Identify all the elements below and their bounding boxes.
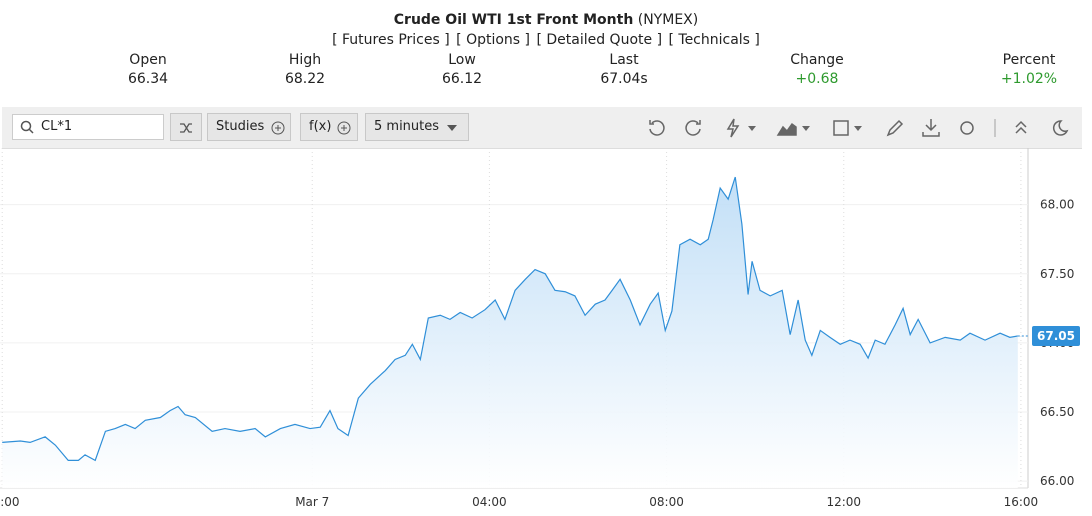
x-tick-label: 08:00 <box>649 495 684 509</box>
draw-icon[interactable] <box>886 119 904 137</box>
dropdown-arrow <box>748 126 756 131</box>
quote-label: Change <box>790 52 844 68</box>
quote-value: 66.34 <box>127 71 169 87</box>
x-tick-label: 12:00 <box>826 495 861 509</box>
download-icon[interactable] <box>922 119 940 137</box>
quote-value: +0.68 <box>795 71 839 87</box>
quote-label: Percent <box>1002 52 1056 68</box>
title: Crude Oil WTI 1st Front Month (NYMEX) <box>0 12 1092 28</box>
nav-link[interactable]: [ Detailed Quote ] <box>536 32 663 48</box>
last-price-label: 67.05 <box>1037 329 1075 343</box>
collapse-icon[interactable] <box>1015 120 1027 134</box>
chart-type-icon[interactable] <box>776 122 797 136</box>
plus-icon <box>271 121 285 135</box>
quote-cell: Open 66.34 <box>88 51 208 89</box>
dropdown-arrow <box>447 125 457 131</box>
quote-label: Last <box>609 52 639 68</box>
fx-button[interactable]: f(x) <box>300 113 359 141</box>
quote-label: Open <box>129 52 167 68</box>
shuffle-icon <box>180 123 192 133</box>
chart-toolbar: CL*1 Studies f(x) 5 minutes <box>2 107 1082 149</box>
plus-icon <box>337 121 351 135</box>
area-fill <box>2 177 1018 488</box>
compare-button[interactable] <box>170 113 202 141</box>
search-icon <box>20 120 34 134</box>
last-price-tag <box>1032 325 1080 346</box>
quote-cell: Change +0.68 <box>757 51 877 89</box>
nav-link[interactable]: [ Options ] <box>456 32 530 48</box>
nav-link[interactable]: [ Technicals ] <box>668 32 760 48</box>
y-tick-label: 66.00 <box>1040 474 1074 488</box>
quote-value: 66.12 <box>441 71 483 87</box>
flash-icon[interactable] <box>726 118 740 138</box>
symbol-input[interactable]: CL*1 <box>12 114 164 140</box>
redo-icon[interactable] <box>685 120 701 136</box>
exchange: (NYMEX) <box>637 12 699 28</box>
quote-cell: Last 67.04s <box>564 51 684 89</box>
y-tick-label: 67.50 <box>1040 267 1074 281</box>
instrument-name: Crude Oil WTI 1st Front Month <box>393 12 634 28</box>
quote-cell: High 68.22 <box>245 51 365 89</box>
layout-icon[interactable] <box>833 120 849 136</box>
nav-links: [ Futures Prices ] [ Options ] [ Detaile… <box>0 32 1092 48</box>
price-line <box>2 176 1018 462</box>
x-tick-label: 16:00 <box>1004 495 1039 509</box>
quote-value: 67.04s <box>600 71 648 87</box>
quote-value: 68.22 <box>284 71 326 87</box>
settings-icon[interactable] <box>960 121 974 135</box>
x-tick-label: Mar 7 <box>295 495 329 509</box>
y-tick-label: 68.00 <box>1040 198 1074 212</box>
quote-label: High <box>288 52 322 68</box>
quote-value: +1.02% <box>1000 71 1058 87</box>
x-tick-label: 17:00 <box>0 495 20 509</box>
y-tick-label: 66.50 <box>1040 405 1074 419</box>
undo-icon[interactable] <box>649 120 665 136</box>
quote-label: Low <box>448 52 476 68</box>
toolbar-icons <box>649 118 1069 138</box>
dropdown-arrow <box>802 126 810 131</box>
theme-icon[interactable] <box>1052 120 1069 136</box>
quote-cell: Percent +1.02% <box>969 51 1089 89</box>
dropdown-arrow <box>854 126 862 131</box>
quote-cell: Low 66.12 <box>402 51 522 89</box>
studies-button[interactable]: Studies <box>207 113 292 141</box>
nav-link[interactable]: [ Futures Prices ] <box>332 32 450 48</box>
x-tick-label: 04:00 <box>472 495 507 509</box>
